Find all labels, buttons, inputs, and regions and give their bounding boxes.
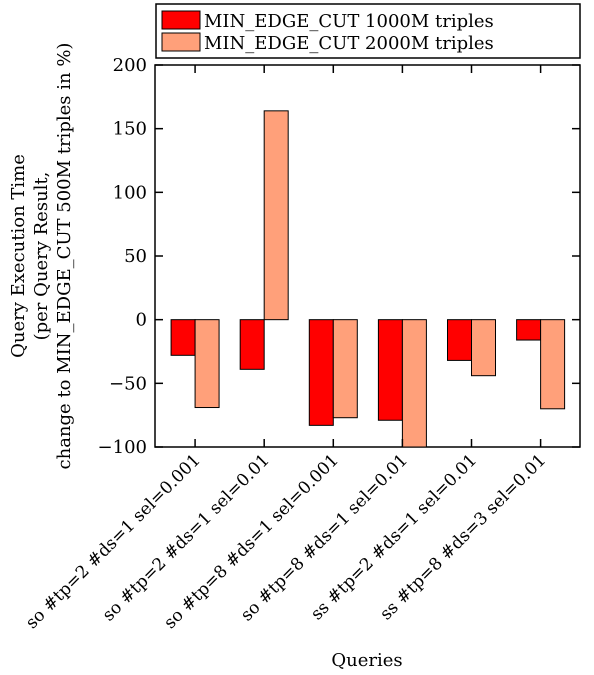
bar-series-1 — [170, 319, 196, 356]
legend-swatch-series-1 — [161, 10, 201, 30]
bar-series-1 — [239, 319, 265, 370]
bar-series-1 — [516, 319, 542, 341]
bar-series-2 — [471, 319, 497, 377]
bar-series-1 — [377, 319, 403, 421]
y-tick-label: −100 — [98, 437, 147, 458]
x-axis-title: Queries — [331, 650, 402, 671]
y-axis-title-line-1: Query Execution Time — [8, 154, 29, 358]
y-tick-label: 50 — [124, 246, 147, 267]
bar-series-1 — [308, 319, 334, 426]
bar-series-2 — [194, 319, 220, 409]
legend-label-series-1: MIN_EDGE_CUT 1000M triples — [204, 11, 494, 32]
y-tick-label: 150 — [113, 119, 147, 140]
y-tick-label: −50 — [109, 373, 147, 394]
y-tick-label: 0 — [136, 310, 147, 331]
y-axis-title-line-2: (per Query Result, — [31, 172, 52, 341]
bars — [170, 110, 566, 448]
legend-frame — [155, 3, 581, 59]
y-axis-title: Query Execution Time (per Query Result, … — [8, 43, 75, 470]
bar-series-2 — [401, 319, 427, 448]
bar-series-1 — [447, 319, 473, 361]
y-axis-ticks: −100 −50 0 50 100 150 200 — [98, 55, 580, 458]
y-axis-title-line-3: change to MIN_EDGE_CUT 500M triples in %… — [54, 43, 75, 470]
bar-series-2 — [332, 319, 358, 419]
legend-swatch-series-2 — [161, 32, 201, 52]
bar-series-2 — [263, 110, 289, 321]
y-tick-label: 200 — [113, 55, 147, 76]
y-tick-label: 100 — [113, 182, 147, 203]
legend: MIN_EDGE_CUT 1000M triples MIN_EDGE_CUT … — [155, 3, 581, 59]
legend-label-series-2: MIN_EDGE_CUT 2000M triples — [204, 33, 494, 54]
bar-series-2 — [540, 319, 566, 410]
